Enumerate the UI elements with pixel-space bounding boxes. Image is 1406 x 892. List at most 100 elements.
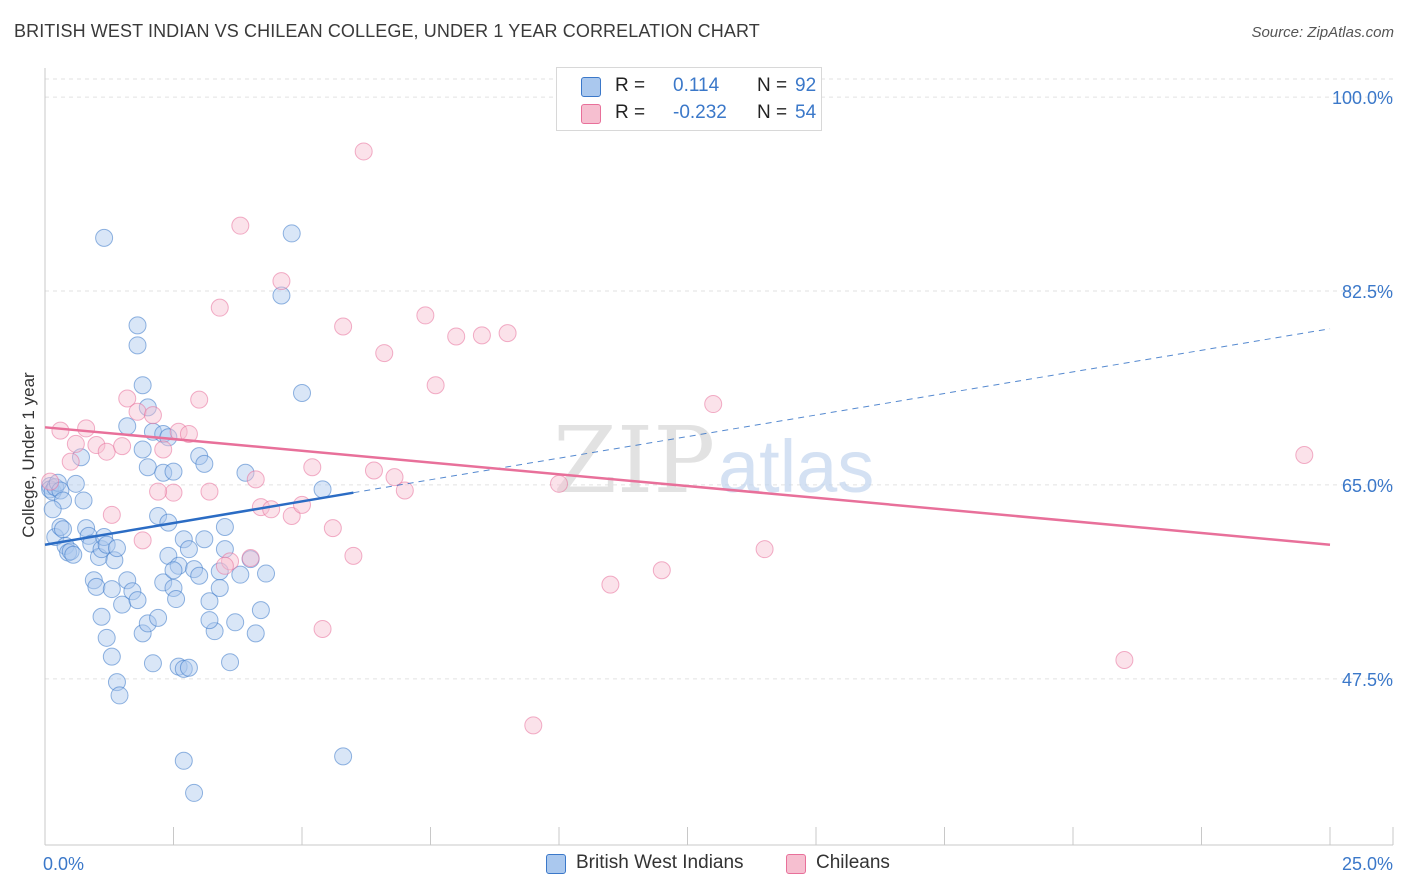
bottom-legend-label: Chileans [816, 852, 890, 873]
chilean-point [385, 468, 404, 487]
chilean-point [601, 575, 620, 594]
british-west-indian-point [123, 582, 142, 601]
british-west-indian-point [74, 491, 93, 510]
chilean-point [426, 376, 445, 395]
chilean-point [66, 434, 85, 453]
british-west-indian-point [149, 608, 168, 627]
chilean-point [447, 327, 466, 346]
british-west-indian-point [200, 592, 219, 611]
british-west-indian-point [174, 530, 193, 549]
british-west-indian-point [66, 474, 85, 493]
blue-trend-extension [353, 328, 1331, 494]
british-west-indian-point [118, 417, 137, 436]
chilean-point [1295, 446, 1314, 465]
british-west-indian-point [251, 601, 270, 620]
british-west-indian-point [185, 783, 204, 802]
british-west-indian-point [236, 463, 255, 482]
trend-layer [44, 328, 1331, 547]
british-west-indian-point [257, 564, 276, 583]
legend-r-value: -0.232 [673, 102, 727, 123]
chilean-point [364, 461, 383, 480]
y-tick-label: 47.5% [1342, 670, 1393, 690]
legend-r-value: 0.114 [673, 75, 720, 96]
british-west-indian-point [71, 448, 90, 467]
correlation-legend: R = 0.114 N = 92 R = -0.232 N = 54 [556, 67, 822, 131]
chilean-point [133, 531, 152, 550]
british-west-indian-point [179, 658, 198, 677]
british-west-indian-point [138, 458, 157, 477]
chilean-point [272, 272, 291, 291]
legend-r-label: R = [615, 102, 646, 123]
british-west-indian-point [118, 571, 137, 590]
british-west-indian-point [293, 383, 311, 402]
label-layer: 47.5% 65.0% 82.5% 100.0% 0.0% 25.0% College, U… [19, 88, 1393, 874]
bottom-legend-label: British West Indians [576, 852, 744, 873]
legend-n-label: N = [757, 75, 788, 96]
british-west-indian-point [61, 542, 80, 561]
grid-layer [45, 78, 1393, 680]
chilean-point [190, 390, 209, 409]
british-west-indian-point [282, 224, 301, 243]
chilean-point [200, 482, 219, 501]
chilean-point [128, 402, 147, 421]
chilean-point [210, 298, 229, 317]
chilean-point [246, 470, 265, 489]
pink-trend-line [44, 426, 1331, 547]
british-west-indian-point [205, 622, 224, 641]
chilean-point [179, 424, 198, 443]
british-west-indian-point [133, 440, 152, 459]
chilean-point [102, 505, 121, 524]
chilean-point [262, 500, 281, 519]
chilean-point [215, 556, 234, 575]
watermark: ZIP atlas [553, 407, 874, 514]
british-west-indian-point [128, 316, 147, 335]
british-west-indian-point [221, 653, 240, 672]
legend-n-value: 54 [795, 102, 817, 123]
watermark-atlas: atlas [718, 425, 874, 508]
british-west-indian-point [53, 491, 72, 510]
chilean-point [334, 317, 353, 336]
x-tick-label-max: 25.0% [1342, 854, 1393, 874]
chilean-point [143, 406, 162, 425]
british-west-indian-point [195, 454, 214, 473]
chilean-point [113, 437, 132, 456]
chart-title: BRITISH WEST INDIAN VS CHILEAN COLLEGE, … [14, 21, 760, 41]
bottom-legend-swatch-pink [786, 854, 806, 874]
chilean-point [550, 474, 568, 493]
legend-n-label: N = [757, 102, 788, 123]
legend-n-value: 92 [795, 75, 817, 96]
british-west-indian-point [167, 590, 186, 609]
y-tick-label: 65.0% [1342, 476, 1393, 496]
british-west-indian-point [92, 607, 111, 626]
source-label: Source: ZipAtlas.com [1251, 24, 1394, 41]
chilean-point [313, 619, 332, 638]
british-west-indian-point [43, 500, 62, 519]
chilean-point [1115, 650, 1134, 669]
chilean-point [395, 481, 414, 500]
chilean-point [149, 482, 168, 501]
chilean-point [354, 142, 373, 161]
british-west-indian-point [128, 336, 147, 355]
chilean-point [241, 549, 260, 568]
y-axis-label: College, Under 1 year [19, 372, 38, 538]
british-west-indian-point [195, 530, 214, 549]
british-west-indian-point [133, 376, 152, 395]
chilean-point [652, 561, 671, 580]
british-west-indian-point [272, 286, 291, 305]
chilean-point [118, 389, 137, 408]
chilean-point [416, 306, 435, 325]
british-west-indian-point [97, 628, 116, 647]
chilean-point [755, 540, 774, 559]
chilean-point [41, 472, 60, 491]
british-west-indian-point [164, 578, 183, 597]
chilean-point [77, 419, 96, 438]
british-west-indian-point [215, 518, 234, 537]
british-west-indian-point [231, 565, 250, 584]
points-layer [41, 142, 1314, 802]
british-west-indian-point [154, 573, 173, 592]
british-west-indian-point [164, 462, 183, 481]
bottom-legend-swatch-blue [546, 854, 566, 874]
y-tick-label: 82.5% [1342, 282, 1393, 302]
watermark-zip: ZIP [553, 407, 715, 514]
british-west-indian-point [97, 535, 116, 554]
